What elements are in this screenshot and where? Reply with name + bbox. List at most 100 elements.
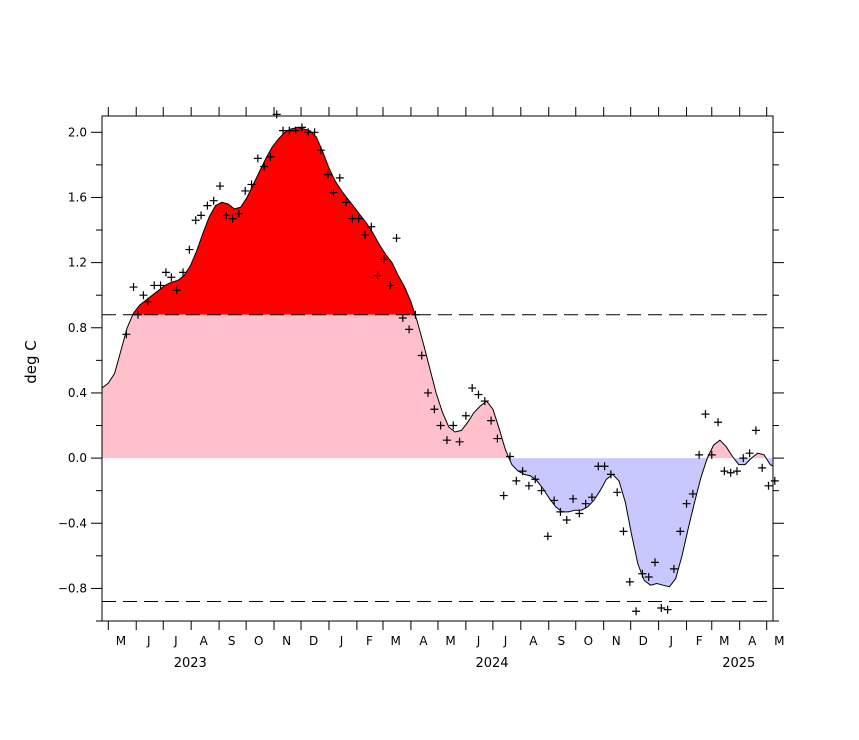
weekly-value-marker	[537, 486, 546, 495]
weekly-value-marker	[468, 384, 477, 393]
weekly-value-marker	[222, 211, 231, 220]
x-month-label: S	[228, 634, 236, 648]
weekly-value-marker	[143, 297, 152, 306]
x-month-label: J	[173, 634, 178, 648]
x-month-label: N	[612, 634, 621, 648]
weekly-value-marker	[316, 146, 325, 155]
weekly-value-marker	[291, 126, 300, 135]
weekly-value-marker	[430, 405, 439, 414]
weekly-value-marker	[569, 494, 578, 503]
weekly-value-marker	[531, 475, 540, 484]
weekly-value-marker	[651, 558, 660, 567]
weekly-value-marker	[247, 180, 256, 189]
weekly-value-marker	[405, 325, 414, 334]
x-month-label: O	[584, 634, 593, 648]
x-month-label: N	[282, 634, 291, 648]
weekly-value-marker	[619, 527, 628, 536]
weekly-value-marker	[411, 310, 420, 319]
x-month-label: D	[309, 634, 318, 648]
anomaly-fill-layer	[102, 127, 773, 587]
weekly-value-marker	[682, 499, 691, 508]
weekly-value-marker	[644, 573, 653, 582]
x-month-label: A	[529, 634, 538, 648]
x-month-label: J	[668, 634, 673, 648]
weekly-value-marker	[134, 310, 143, 319]
y-tick-label: 1.2	[68, 256, 87, 270]
weekly-value-marker	[720, 467, 729, 476]
weekly-value-marker	[266, 152, 275, 161]
weekly-value-marker	[392, 234, 401, 243]
weekly-value-marker	[726, 468, 735, 477]
x-month-label: M	[719, 634, 729, 648]
x-month-label: J	[476, 634, 481, 648]
weekly-value-marker	[442, 436, 451, 445]
weekly-value-marker	[518, 467, 527, 476]
weekly-value-marker	[234, 209, 243, 218]
weekly-value-marker	[613, 488, 622, 497]
axes: −0.8 −0.4 0.0 0.4 0.8 1.2 1.6 2.0 M J J A S O N D J F M A M J…	[58, 107, 784, 671]
weekly-value-marker	[543, 532, 552, 541]
x-month-label: O	[254, 634, 263, 648]
weekly-value-marker	[581, 499, 590, 508]
weekly-value-marker	[688, 489, 697, 498]
weekly-value-marker	[480, 397, 489, 406]
x-year-label: 2024	[475, 656, 508, 671]
weekly-value-marker	[360, 230, 369, 239]
weekly-markers	[122, 110, 779, 616]
weekly-value-marker	[701, 410, 710, 419]
weekly-value-marker	[324, 170, 333, 179]
weekly-value-marker	[335, 173, 344, 182]
weekly-value-marker	[241, 186, 250, 195]
weekly-value-marker	[172, 286, 181, 295]
y-tick-label: 1.6	[68, 190, 87, 204]
weekly-value-marker	[185, 245, 194, 254]
weekly-value-marker	[191, 216, 200, 225]
weekly-value-marker	[663, 605, 672, 614]
weekly-value-marker	[487, 416, 496, 425]
weekly-value-marker	[260, 162, 269, 171]
weekly-value-marker	[524, 481, 533, 490]
weekly-value-marker	[379, 255, 388, 264]
y-tick-label: −0.4	[58, 516, 87, 530]
x-month-label: A	[200, 634, 209, 648]
smoothed-anomaly-line	[102, 126, 773, 588]
x-month-label: M	[116, 634, 126, 648]
weekly-value-marker	[449, 421, 458, 430]
x-month-label: M	[390, 634, 400, 648]
weekly-value-marker	[562, 516, 571, 524]
weekly-value-marker	[209, 196, 218, 205]
weekly-value-marker	[156, 281, 165, 290]
weekly-value-marker	[600, 462, 609, 471]
weekly-value-marker	[499, 491, 508, 500]
weekly-value-marker	[354, 214, 363, 223]
weekly-value-marker	[714, 418, 723, 427]
weekly-value-marker	[474, 390, 483, 399]
x-month-label: F	[366, 634, 373, 648]
weekly-value-marker	[770, 476, 779, 485]
weekly-value-marker	[167, 273, 176, 282]
weekly-value-marker	[632, 607, 641, 616]
weekly-value-marker	[436, 421, 445, 430]
weekly-value-marker	[512, 476, 521, 485]
weekly-value-marker	[139, 291, 148, 300]
weekly-value-marker	[575, 509, 584, 518]
weekly-value-marker	[129, 283, 138, 292]
weekly-value-marker	[297, 123, 306, 132]
weekly-value-marker	[638, 569, 647, 578]
threshold-lines	[102, 314, 773, 602]
strong-warm-fill	[132, 127, 416, 315]
weekly-value-marker	[506, 452, 515, 461]
weekly-value-marker	[732, 467, 741, 476]
weekly-value-marker	[215, 182, 224, 191]
weekly-value-marker	[695, 450, 704, 459]
weekly-value-marker	[424, 388, 433, 397]
weekly-value-marker	[179, 268, 188, 277]
weekly-value-marker	[398, 314, 407, 322]
weekly-value-marker	[745, 449, 754, 458]
weekly-value-marker	[764, 481, 773, 490]
cool-fill	[102, 458, 773, 587]
y-tick-label: 0.0	[68, 451, 87, 465]
weekly-value-marker	[556, 507, 565, 516]
weekly-value-marker	[161, 268, 170, 277]
